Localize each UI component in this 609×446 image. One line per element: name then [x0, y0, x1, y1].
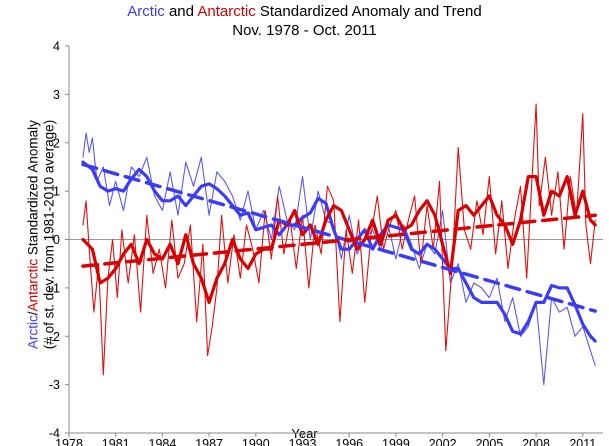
series-group [81, 103, 597, 386]
x-tick-label: 1996 [335, 437, 363, 446]
y-tick-label: 1 [53, 185, 60, 199]
x-tick-label: 1978 [55, 437, 83, 446]
y-tick-label: -1 [49, 281, 60, 295]
arctic-monthly-line [82, 132, 596, 386]
y-tick-label: 3 [53, 88, 60, 102]
x-tick-label: 1984 [149, 437, 177, 446]
x-tick-label: 1987 [195, 437, 223, 446]
title-rest: Standardized Anomaly and Trend [255, 3, 482, 20]
x-tick-label: 1999 [382, 437, 410, 446]
x-tick-label: 2005 [475, 437, 503, 446]
chart-title: Arctic and Antarctic Standardized Anomal… [0, 3, 609, 20]
title-antarctic: Antarctic [197, 3, 256, 20]
y-tick-label: 0 [53, 233, 60, 247]
chart-subtitle: Nov. 1978 - Oct. 2011 [232, 22, 377, 39]
y-tick-label: 2 [53, 136, 60, 150]
title-and: and [164, 3, 198, 20]
x-tick-label: 1981 [102, 437, 130, 446]
x-tick-label: 2011 [569, 437, 596, 446]
x-tick-label: 1993 [289, 437, 317, 446]
antarctic-smoothed-line [81, 175, 597, 304]
y-tick-label: -3 [49, 378, 60, 392]
antarctic-trend-line [81, 213, 597, 268]
arctic-trend-line [81, 162, 597, 313]
y-tick-label: -4 [49, 427, 60, 441]
y-tick-label: -2 [49, 330, 60, 344]
x-tick-label: 1990 [242, 437, 270, 446]
y-tick-label: 4 [53, 40, 60, 54]
x-tick-label: 2008 [522, 437, 550, 446]
x-tick-label: 2002 [429, 437, 457, 446]
title-arctic: Arctic [127, 3, 165, 20]
arctic-smoothed-line [81, 160, 597, 343]
